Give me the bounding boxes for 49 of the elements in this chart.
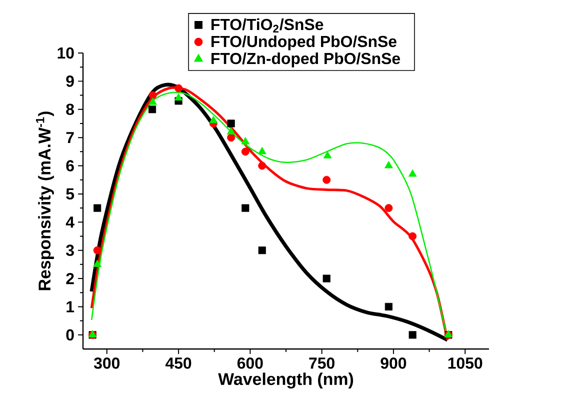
- point: [323, 151, 332, 158]
- legend-label: FTO/TiO$_{2}$/SnSe: [212, 18, 324, 33]
- point: [322, 176, 331, 184]
- point: [408, 232, 417, 240]
- x-tick-label: 600: [237, 358, 263, 369]
- x-axis-title: Wavelength (nm): [218, 372, 354, 389]
- x-tick-label: 900: [380, 358, 406, 369]
- point: [384, 302, 392, 310]
- point: [258, 246, 266, 254]
- point: [258, 162, 266, 170]
- y-tick-label: 10: [58, 47, 74, 59]
- y-tick-label: 4: [66, 216, 74, 228]
- y-tick-label: 6: [66, 160, 74, 172]
- y-tick-label: 5: [66, 188, 74, 200]
- x-tick-label: 750: [309, 358, 334, 369]
- point: [174, 84, 183, 92]
- y-tick-label: 2: [66, 272, 74, 284]
- point: [242, 204, 250, 212]
- y-tick-label: 7: [66, 132, 74, 144]
- point: [174, 93, 183, 101]
- point: [227, 134, 236, 142]
- y-tick-label: 8: [66, 104, 74, 116]
- y-tick-label: 0: [66, 329, 74, 341]
- point: [148, 106, 156, 114]
- point: [148, 91, 157, 100]
- point: [241, 148, 250, 156]
- point: [93, 246, 102, 254]
- x-tick-label: 300: [94, 358, 120, 369]
- y-axis-title: Responsivity (mA.W$^{-1}$): [36, 112, 54, 290]
- legend-label: FTO/Zn-doped PbO/SnSe: [212, 52, 400, 68]
- point: [93, 260, 102, 267]
- point: [241, 137, 250, 144]
- point: [209, 116, 218, 124]
- point: [226, 127, 236, 134]
- point: [94, 204, 102, 212]
- legend-label: FTO/Undoped PbO/SnSe: [212, 35, 396, 50]
- point: [258, 146, 266, 154]
- point: [408, 169, 417, 177]
- point: [384, 204, 393, 212]
- point: [384, 160, 393, 168]
- x-tick-label: 450: [165, 358, 192, 369]
- point: [408, 331, 416, 339]
- point: [322, 274, 330, 282]
- point: [227, 120, 235, 128]
- y-tick-label: 1: [66, 301, 74, 312]
- y-tick-label: 9: [66, 76, 74, 87]
- x-tick-label: 1050: [448, 358, 482, 369]
- point: [148, 98, 157, 105]
- y-tick-label: 3: [66, 244, 74, 256]
